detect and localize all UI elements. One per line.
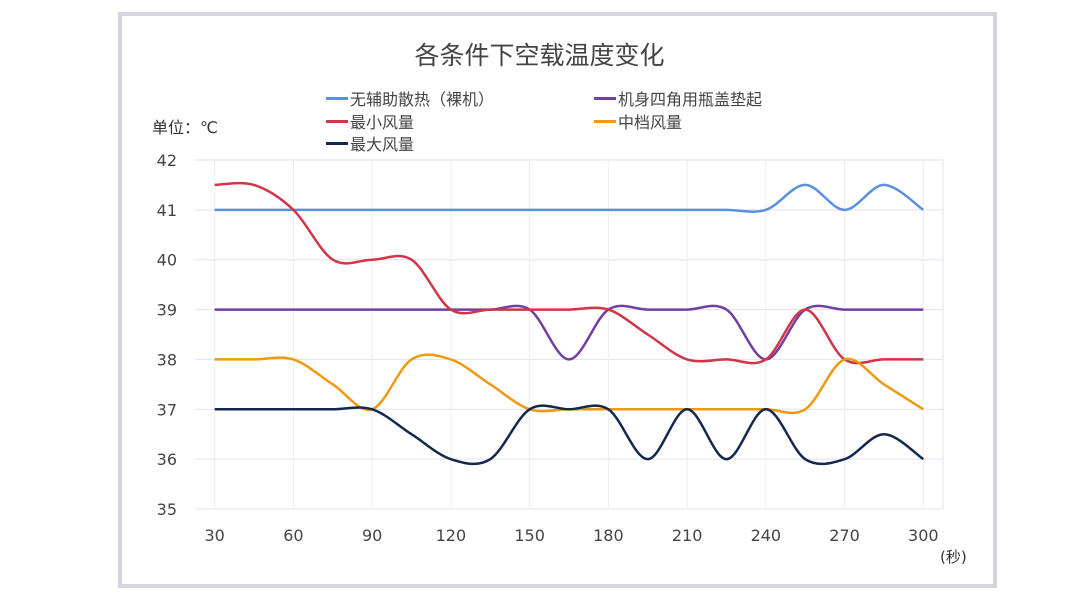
legend-swatch xyxy=(594,119,616,123)
y-tick-label: 36 xyxy=(157,450,177,469)
series-line xyxy=(214,304,924,361)
legend-swatch xyxy=(326,141,348,145)
x-axis-unit: (秒) xyxy=(940,548,967,566)
legend-label: 中档风量 xyxy=(618,113,683,132)
series-line xyxy=(214,353,924,415)
legend-item: 无辅助散热（裸机） xyxy=(326,86,494,110)
legend-item: 机身四角用瓶盖垫起 xyxy=(594,86,762,110)
x-tick-label: 60 xyxy=(283,526,303,545)
legend-label: 机身四角用瓶盖垫起 xyxy=(618,90,763,109)
series-line xyxy=(214,404,925,466)
x-tick-label: 30 xyxy=(205,526,225,545)
x-tick-label: 150 xyxy=(514,526,545,545)
y-tick-label: 38 xyxy=(157,350,177,369)
y-tick-label: 35 xyxy=(157,500,177,519)
x-tick-label: 270 xyxy=(829,526,860,545)
x-tick-label: 240 xyxy=(751,526,782,545)
x-tick-label: 120 xyxy=(436,526,467,545)
legend-label: 最小风量 xyxy=(350,113,415,132)
legend-label: 最大风量 xyxy=(350,135,415,154)
y-tick-label: 39 xyxy=(157,301,177,320)
y-axis-unit: 单位：℃ xyxy=(152,118,218,137)
legend-swatch xyxy=(326,119,348,123)
y-tick-label: 41 xyxy=(157,201,177,220)
legend-item: 最大风量 xyxy=(326,131,414,155)
legend-label: 无辅助散热（裸机） xyxy=(350,90,495,109)
series-line xyxy=(214,181,924,365)
chart-frame xyxy=(118,12,997,588)
x-tick-label: 300 xyxy=(908,526,939,545)
x-tick-label: 210 xyxy=(672,526,703,545)
legend-item: 中档风量 xyxy=(594,109,682,133)
legend-swatch xyxy=(594,96,616,100)
legend-swatch xyxy=(326,96,348,100)
x-tick-label: 180 xyxy=(593,526,624,545)
y-tick-label: 42 xyxy=(157,151,177,170)
y-tick-label: 40 xyxy=(157,251,177,270)
series-line xyxy=(214,183,925,213)
x-tick-label: 90 xyxy=(362,526,382,545)
chart-title: 各条件下空载温度变化 xyxy=(414,41,665,70)
legend-item: 最小风量 xyxy=(326,109,414,133)
y-tick-label: 37 xyxy=(157,400,177,419)
